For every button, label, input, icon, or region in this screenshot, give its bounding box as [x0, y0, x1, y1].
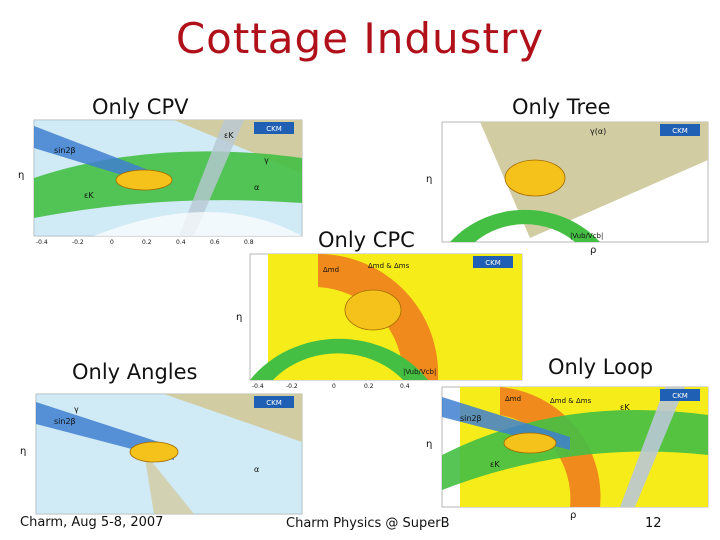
label-only-loop: Only Loop: [548, 355, 654, 379]
label-y: η: [20, 446, 26, 457]
label-y: η: [426, 174, 432, 185]
svg-text:0: 0: [332, 383, 336, 390]
label-sin2b: sin2β: [460, 414, 482, 423]
label-y: η: [18, 170, 24, 181]
svg-text:0: 0: [110, 239, 114, 246]
label-sin2b: sin2β: [54, 146, 76, 155]
label-only-cpc: Only CPC: [318, 228, 415, 252]
svg-text:0.4: 0.4: [176, 239, 186, 246]
label-ek: εK: [224, 131, 234, 140]
ellipse: [129, 441, 179, 463]
label-ek2: εK: [490, 460, 500, 469]
svg-text:0.4: 0.4: [400, 383, 410, 390]
label-dmd: Δmd: [323, 266, 339, 274]
x-ticks: -0.4 -0.2 0 0.2 0.4: [252, 383, 410, 390]
label-ek: εK: [620, 403, 630, 412]
label-y: η: [426, 439, 432, 450]
plot-only-tree: CKM γ(α) |Vub/Vcb| η ρ: [426, 121, 709, 255]
svg-text:0.2: 0.2: [142, 239, 152, 246]
label-gamma-alpha: γ(α): [590, 127, 606, 136]
label-x: ρ: [590, 245, 596, 255]
plot-only-angles: CKM sin2β γ α η: [20, 393, 303, 515]
svg-text:-0.4: -0.4: [36, 239, 48, 246]
label-only-tree: Only Tree: [512, 95, 611, 119]
plot-only-cpc: CKM Δmd Δmd & Δms |Vub/Vcb| η -0.4 -0.2 …: [236, 253, 523, 390]
label-dmd-dms: Δmd & Δms: [550, 397, 592, 405]
label-y: η: [236, 312, 242, 323]
beige-wedge: [480, 122, 708, 238]
footer-left: Charm, Aug 5-8, 2007: [20, 515, 164, 530]
label-dmd-dms: Δmd & Δms: [368, 262, 410, 270]
svg-text:-0.4: -0.4: [252, 383, 264, 390]
badge-text: CKM: [672, 392, 688, 400]
green-arc: [450, 209, 600, 242]
green-arc: [250, 338, 428, 380]
badge-text: CKM: [266, 399, 282, 407]
label-ek2: εK: [84, 191, 94, 200]
footer-center: Charm Physics @ SuperB: [286, 516, 450, 531]
label-dmd: Δmd: [505, 395, 521, 403]
svg-text:0.8: 0.8: [244, 239, 254, 246]
label-vub: |Vub/Vcb|: [570, 232, 603, 240]
plot-only-loop: CKM Δmd Δmd & Δms sin2β εK εK η ρ: [426, 386, 709, 520]
badge-text: CKM: [672, 127, 688, 135]
label-alpha: α: [254, 183, 259, 192]
svg-text:-0.2: -0.2: [286, 383, 298, 390]
plot-only-cpv: CKM sin2β εK εK γ α η -0.4 -0.2 0 0.2 0.…: [18, 119, 303, 246]
page-number: 12: [645, 516, 662, 531]
label-vub: |Vub/Vcb|: [403, 368, 436, 376]
label-only-angles: Only Angles: [72, 360, 198, 384]
svg-text:0.2: 0.2: [364, 383, 374, 390]
ellipse: [503, 432, 557, 454]
ellipse: [115, 169, 173, 191]
svg-text:0.6: 0.6: [210, 239, 220, 246]
badge-text: CKM: [485, 259, 501, 267]
ellipse: [504, 159, 566, 197]
ellipse: [344, 289, 402, 331]
label-alpha: α: [254, 465, 259, 474]
badge-text: CKM: [266, 125, 282, 133]
label-sin2b: sin2β: [54, 417, 76, 426]
x-ticks: -0.4 -0.2 0 0.2 0.4 0.6 0.8: [36, 239, 254, 246]
label-x: ρ: [570, 510, 576, 520]
orange-band: [318, 253, 439, 380]
label-gamma: γ: [264, 156, 269, 165]
svg-text:-0.2: -0.2: [72, 239, 84, 246]
label-gamma: γ: [74, 405, 79, 414]
label-only-cpv: Only CPV: [92, 95, 189, 119]
slide-title: Cottage Industry: [175, 14, 545, 63]
